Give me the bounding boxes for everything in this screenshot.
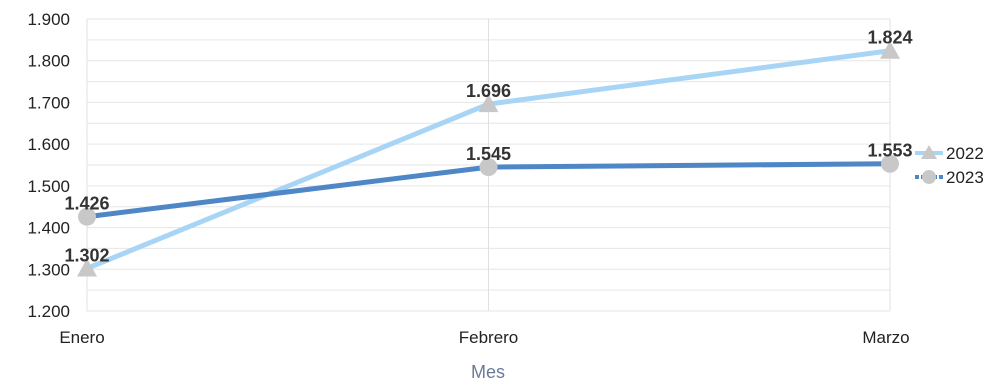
y-tick-label: 1.200 (27, 302, 70, 321)
data-labels: 1.302 1.696 1.824 1.426 1.545 1.553 (64, 28, 912, 266)
legend-marker-2022 (921, 145, 937, 159)
y-tick-label: 1.900 (27, 10, 70, 29)
y-tick-label: 1.400 (27, 219, 70, 238)
series-markers (77, 40, 900, 277)
y-tick-label: 1.300 (27, 260, 70, 279)
data-label-2022: 1.696 (466, 81, 511, 101)
y-axis-ticks: 1.200 1.300 1.400 1.500 1.600 1.700 1.800 1.900 (27, 10, 70, 321)
marker-2023 (78, 207, 96, 226)
marker-2023 (479, 158, 498, 177)
marker-2023 (881, 154, 899, 173)
x-tick-label: Febrero (459, 328, 519, 347)
y-tick-label: 1.600 (27, 135, 70, 154)
x-axis-title: Mes (471, 362, 505, 382)
data-label-2023: 1.426 (64, 194, 109, 214)
y-tick-label: 1.500 (27, 177, 70, 196)
x-axis-ticks: Enero Febrero Marzo (59, 328, 909, 347)
data-label-2022: 1.824 (867, 28, 912, 48)
marker-2022 (478, 94, 499, 113)
marker-2022 (77, 258, 97, 277)
y-tick-label: 1.700 (27, 93, 70, 112)
x-tick-label: Marzo (862, 328, 909, 347)
legend-label-2022: 2022 (946, 144, 984, 163)
y-tick-label: 1.800 (27, 52, 70, 71)
data-label-2022: 1.302 (64, 245, 109, 265)
legend-label-2023: 2023 (946, 168, 984, 187)
data-label-2023: 1.553 (867, 141, 912, 161)
marker-2022 (880, 40, 900, 59)
x-tick-label: Enero (59, 328, 104, 347)
legend-marker-2023 (922, 170, 936, 184)
data-label-2023: 1.545 (466, 144, 511, 164)
legend: 2022 2023 (915, 144, 984, 187)
